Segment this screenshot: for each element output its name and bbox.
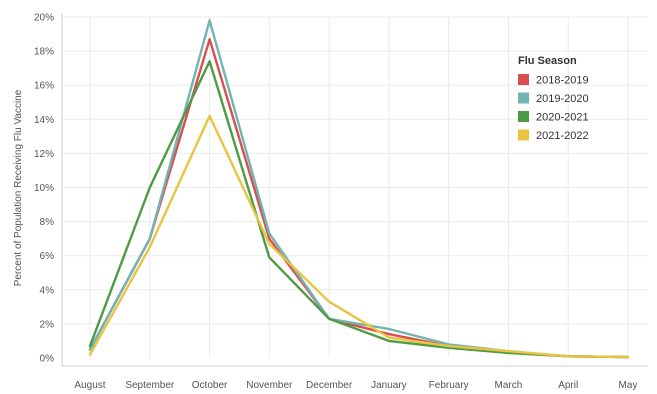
x-tick-label: January — [371, 380, 407, 391]
series-line-2018-2019 — [88, 38, 630, 359]
y-tick-labels: 0% 2% 4% 6% 8% 10% 12% 14% 16% 18% 20% — [34, 13, 54, 365]
legend-title: Flu Season — [518, 55, 577, 67]
y-tick-label: 8% — [40, 217, 55, 228]
x-tick-label: August — [74, 380, 105, 391]
x-tick-label: May — [619, 380, 638, 391]
y-tick-label: 6% — [40, 251, 55, 262]
series-line-2020-2021 — [88, 60, 630, 359]
series-line-2019-2020 — [88, 19, 630, 359]
y-tick-label: 12% — [34, 149, 54, 160]
x-tick-label: November — [246, 380, 293, 391]
series-lines — [88, 19, 630, 359]
y-tick-label: 18% — [34, 47, 54, 58]
x-tick-label: December — [306, 380, 353, 391]
legend-swatch — [518, 92, 529, 104]
axes — [61, 13, 648, 367]
x-tick-label: October — [192, 380, 228, 391]
x-tick-labels: August September October November December Ja… — [74, 380, 637, 391]
y-tick-label: 0% — [40, 354, 55, 365]
y-tick-label: 20% — [34, 13, 54, 24]
legend-items: 2018-2019 2019-2020 2020-2021 2021-2022 — [518, 74, 589, 142]
series-line-2021-2022 — [88, 114, 630, 359]
y-axis-label: Percent of Population Receiving Flu Vacc… — [13, 89, 24, 286]
legend-label: 2021-2022 — [536, 130, 589, 142]
x-tick-label: April — [558, 380, 578, 391]
y-tick-label: 2% — [40, 319, 55, 330]
x-tick-label: February — [429, 380, 469, 391]
y-tick-label: 4% — [40, 285, 55, 296]
y-tick-label: 14% — [34, 115, 54, 126]
legend-swatch — [518, 111, 529, 122]
x-tick-label: March — [495, 380, 523, 391]
legend-swatch — [518, 74, 529, 85]
y-tick-label: 16% — [34, 81, 54, 92]
gridlines — [62, 16, 648, 358]
legend-label: 2020-2021 — [536, 112, 589, 124]
legend-label: 2018-2019 — [536, 75, 589, 87]
legend-label: 2019-2020 — [536, 93, 589, 105]
legend: Flu Season 2018-20192019-20202020-202120… — [518, 55, 589, 142]
y-tick-label: 10% — [34, 183, 54, 194]
x-tick-label: September — [125, 380, 175, 391]
legend-swatch — [518, 129, 529, 141]
